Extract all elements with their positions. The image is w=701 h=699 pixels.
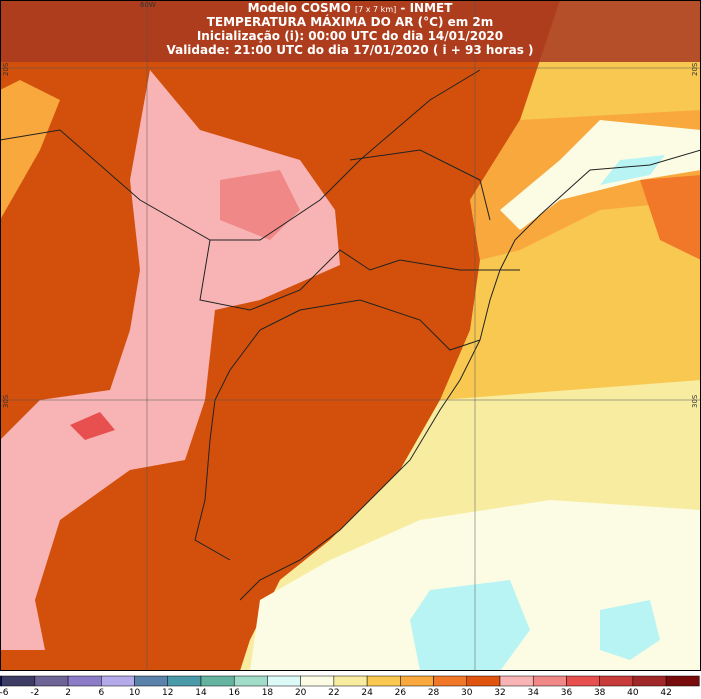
colorbar-label: 36 bbox=[561, 688, 573, 698]
colorbar-swatch bbox=[400, 675, 434, 687]
cold-spot bbox=[600, 155, 665, 185]
lat-label: 20S bbox=[2, 62, 10, 76]
resolution: [7 x 7 km] bbox=[355, 5, 396, 14]
border bbox=[299, 299, 481, 351]
colorbar-swatch bbox=[566, 675, 600, 687]
colorbar-swatch bbox=[267, 675, 301, 687]
colorbar-swatch bbox=[632, 675, 667, 687]
lon-label: 60W bbox=[140, 1, 156, 9]
cool-area bbox=[500, 120, 701, 230]
colorbar: -6 -2 2 6 10 12 14 16 18 20 22 24 26 28 30 32 34 36 38 40 42 bbox=[0, 675, 700, 698]
colorbar-label: 20 bbox=[295, 688, 307, 698]
colorbar-label: 6 bbox=[98, 688, 104, 698]
colorbar-label: 18 bbox=[262, 688, 274, 698]
very-hot-area bbox=[220, 170, 300, 240]
lat-label: 30S bbox=[2, 394, 10, 408]
colorbar-swatch bbox=[366, 675, 401, 687]
colorbar-label: 32 bbox=[494, 688, 505, 698]
source: - INMET bbox=[400, 1, 453, 15]
colorbar-label: -2 bbox=[30, 688, 39, 698]
colorbar-swatch bbox=[466, 675, 501, 687]
colorbar-label: -6 bbox=[0, 688, 9, 698]
top-band bbox=[0, 0, 701, 62]
model: Modelo COSMO bbox=[248, 1, 351, 15]
very-hot-spot bbox=[70, 412, 115, 440]
colorbar-label: 14 bbox=[195, 688, 207, 698]
border bbox=[0, 69, 481, 241]
colorbar-label: 30 bbox=[461, 688, 473, 698]
ocean-cold bbox=[410, 580, 530, 671]
colorbar-swatch bbox=[300, 675, 335, 687]
colorbar-swatch bbox=[167, 675, 202, 687]
colorbar-swatch bbox=[333, 675, 368, 687]
colorbar-label: 24 bbox=[361, 688, 373, 698]
map bbox=[0, 0, 701, 671]
colorbar-swatch bbox=[599, 675, 634, 687]
colorbar-swatch bbox=[665, 675, 700, 687]
border bbox=[349, 149, 491, 221]
colorbar-label: 12 bbox=[162, 688, 173, 698]
colorbar-swatch bbox=[532, 675, 567, 687]
colorbar-swatch bbox=[67, 675, 102, 687]
colorbar-label: 26 bbox=[395, 688, 407, 698]
colorbar-label: 38 bbox=[594, 688, 606, 698]
border bbox=[199, 239, 520, 311]
colorbar-swatch bbox=[134, 675, 169, 687]
colorbar-swatch bbox=[34, 675, 69, 687]
header-init: Inicialização (i): 00:00 UTC do dia 14/0… bbox=[197, 29, 503, 43]
colorbar-swatch bbox=[101, 675, 135, 687]
colorbar-label: 16 bbox=[228, 688, 240, 698]
colorbar-label: 42 bbox=[660, 688, 671, 698]
coastline bbox=[239, 149, 701, 601]
colorbar-label: 34 bbox=[527, 688, 539, 698]
ocean-cold bbox=[600, 600, 660, 660]
colorbar-swatch bbox=[1, 675, 36, 687]
colorbar-label: 22 bbox=[328, 688, 339, 698]
warm-area bbox=[0, 80, 60, 220]
lat-label: 30S bbox=[691, 394, 699, 408]
header-title: TEMPERATURA MÁXIMA DO AR (°C) em 2m bbox=[207, 14, 494, 29]
lat-label: 20S bbox=[691, 62, 699, 76]
colorbar-label: 28 bbox=[428, 688, 440, 698]
colorbar-swatch bbox=[499, 675, 534, 687]
colorbar-swatch bbox=[433, 675, 468, 687]
border bbox=[194, 309, 301, 561]
colorbar-swatch bbox=[233, 675, 268, 687]
colorbar-label: 2 bbox=[65, 688, 71, 698]
colorbar-swatch bbox=[200, 675, 235, 687]
colorbar-label: 40 bbox=[627, 688, 639, 698]
header-model: Modelo COSMO [7 x 7 km] - INMET bbox=[248, 1, 454, 15]
warm-area bbox=[640, 175, 701, 260]
header-valid: Validade: 21:00 UTC do dia 17/01/2020 ( … bbox=[166, 43, 533, 57]
colorbar-label: 10 bbox=[129, 688, 141, 698]
